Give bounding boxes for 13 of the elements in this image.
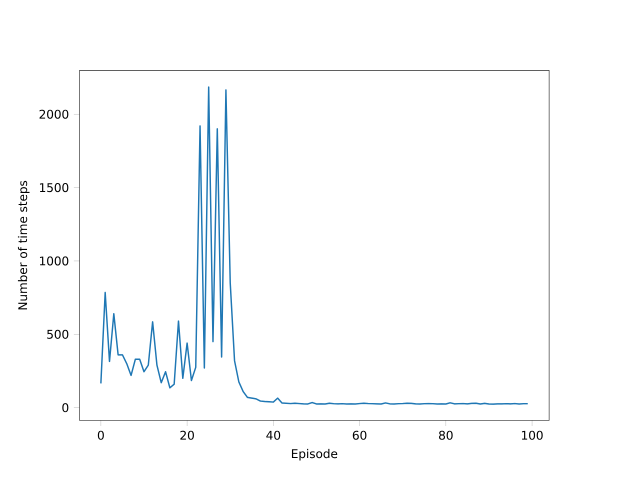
x-tick-label: 100 (522, 430, 543, 440)
y-tick-label: 0 (62, 403, 68, 412)
x-tick-label: 80 (439, 430, 453, 440)
x-tick-label: 0 (98, 430, 104, 440)
y-tick-label: 1500 (40, 183, 68, 192)
x-axis-title: Episode (292, 448, 338, 461)
y-tick-label: 2000 (40, 110, 68, 119)
x-tick-label: 40 (266, 430, 280, 440)
y-tick-label: 500 (47, 330, 68, 339)
y-tick-label: 1000 (40, 256, 68, 266)
x-tick-label: 60 (352, 430, 366, 440)
y-axis-title: Number of time steps (18, 180, 30, 310)
x-tick-label: 20 (180, 430, 194, 440)
